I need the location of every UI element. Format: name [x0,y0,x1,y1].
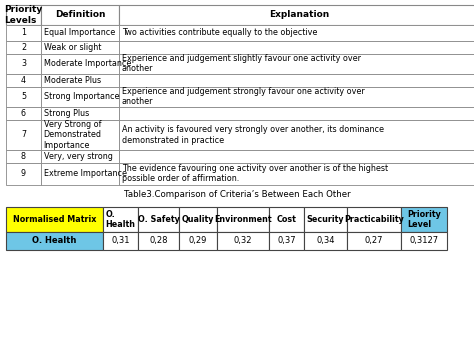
Bar [103,207,138,232]
Bar [41,74,119,87]
Text: 0,34: 0,34 [316,237,335,245]
Text: Table3.Comparison of Criteria’s Between Each Other: Table3.Comparison of Criteria’s Between … [124,190,350,198]
Bar [41,5,119,25]
Bar [119,5,474,25]
Bar [401,232,447,250]
Text: 9: 9 [21,169,26,178]
Bar [41,25,119,41]
Text: Experience and judgement slightly favour one activity over
another: Experience and judgement slightly favour… [122,54,361,73]
Text: Explanation: Explanation [269,10,330,19]
Text: An activity is favoured very strongly over another, its dominance
demonstrated i: An activity is favoured very strongly ov… [122,125,384,145]
Bar [119,41,474,54]
Text: 7: 7 [21,130,26,139]
Text: Very Strong of
Demonstrated
Importance: Very Strong of Demonstrated Importance [44,120,101,150]
Text: Equal Importance: Equal Importance [44,28,115,37]
Text: O. Safety: O. Safety [137,215,180,224]
Bar [119,87,474,107]
Bar [269,232,304,250]
Bar [6,54,41,74]
Bar [179,207,217,232]
Bar [6,87,41,107]
Bar [119,163,474,185]
Text: Normalised Matrix: Normalised Matrix [13,215,96,224]
Bar [119,74,474,87]
Bar [41,107,119,120]
Bar [41,150,119,163]
Text: Security: Security [307,215,345,224]
Text: 5: 5 [21,92,26,101]
Text: 8: 8 [21,152,26,161]
Text: 0,3127: 0,3127 [410,237,438,245]
Text: Experience and judgement strongly favour one activity over
another: Experience and judgement strongly favour… [122,87,365,106]
Bar [119,150,474,163]
Bar [6,207,103,232]
Text: Strong Plus: Strong Plus [44,109,89,118]
Bar [119,107,474,120]
Bar [6,163,41,185]
Bar [41,41,119,54]
Bar [6,25,41,41]
Bar [41,163,119,185]
Text: 3: 3 [21,59,26,68]
Bar [217,207,269,232]
Bar [119,54,474,74]
Bar [6,120,41,150]
Text: Strong Importance: Strong Importance [44,92,119,101]
Text: Two activities contribute equally to the objective: Two activities contribute equally to the… [122,28,317,37]
Text: Quality: Quality [182,215,214,224]
Bar [119,120,474,150]
Bar [41,120,119,150]
Bar [6,5,41,25]
Bar [6,150,41,163]
Text: 0,27: 0,27 [365,237,383,245]
Bar [304,207,347,232]
Bar [41,54,119,74]
Text: Weak or slight: Weak or slight [44,43,101,52]
Text: 0,32: 0,32 [233,237,252,245]
Text: Extreme Importance: Extreme Importance [44,169,127,178]
Bar [6,107,41,120]
Text: Practicability: Practicability [344,215,404,224]
Bar [6,232,103,250]
Text: Priority
Level: Priority Level [407,210,441,229]
Bar [347,207,401,232]
Text: The evidence favouring one activity over another is of the highest
possible orde: The evidence favouring one activity over… [122,164,388,183]
Bar [103,232,138,250]
Text: Moderate Plus: Moderate Plus [44,76,101,85]
Bar [269,207,304,232]
Text: Cost: Cost [277,215,296,224]
Bar [6,41,41,54]
Text: 0,31: 0,31 [111,237,130,245]
Text: Priority
Levels: Priority Levels [4,5,43,25]
Bar [138,232,179,250]
Text: 0,29: 0,29 [189,237,207,245]
Text: 2: 2 [21,43,26,52]
Bar [119,25,474,41]
Text: O.
Health: O. Health [106,210,136,229]
Text: Moderate Importance: Moderate Importance [44,59,131,68]
Bar [347,232,401,250]
Text: Definition: Definition [55,10,106,19]
Bar [6,74,41,87]
Bar [217,232,269,250]
Text: Very, very strong: Very, very strong [44,152,112,161]
Text: 6: 6 [21,109,26,118]
Bar [401,207,447,232]
Bar [304,232,347,250]
Text: 0,37: 0,37 [277,237,296,245]
Bar [179,232,217,250]
Text: 4: 4 [21,76,26,85]
Bar [41,87,119,107]
Text: 1: 1 [21,28,26,37]
Text: Environment: Environment [214,215,272,224]
Text: O. Health: O. Health [32,237,76,245]
Text: 0,28: 0,28 [149,237,168,245]
Bar [138,207,179,232]
